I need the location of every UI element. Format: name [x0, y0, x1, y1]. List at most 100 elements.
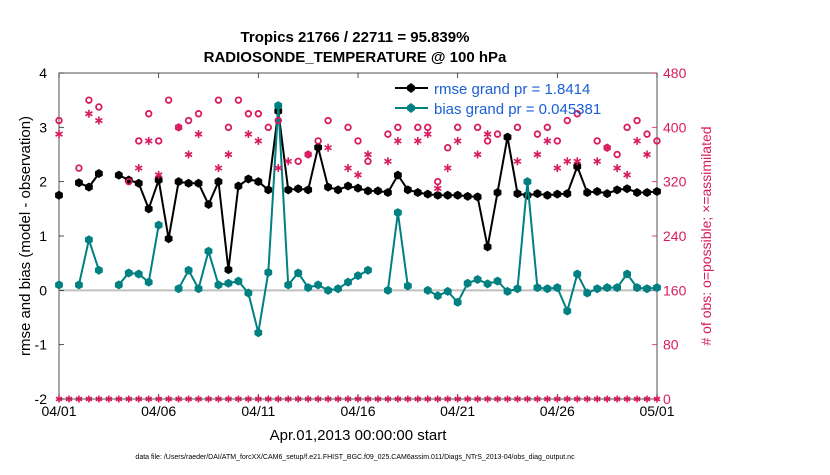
bottom-obs-marker: [145, 395, 153, 403]
bottom-obs-marker-stroke: [175, 396, 183, 402]
assimilated-point-stroke: [613, 165, 622, 171]
bottom-obs-marker-stroke: [424, 396, 432, 402]
assimilated-point: [194, 130, 203, 139]
bias-point: [513, 284, 522, 294]
assimilated-point-stroke: [194, 131, 203, 137]
bottom-obs-marker-stroke: [165, 396, 173, 402]
assimilated-point: [413, 136, 422, 145]
rmse-point: [114, 170, 123, 180]
bottom-obs-marker-stroke: [254, 396, 262, 402]
bottom-obs-marker-stroke: [294, 396, 302, 402]
y-tick-label-right: 0: [663, 391, 671, 407]
bias-point: [244, 288, 253, 298]
bottom-obs-marker-stroke: [374, 396, 382, 402]
bias-point: [184, 265, 193, 275]
bottom-obs-marker: [583, 395, 591, 403]
bottom-obs-marker: [633, 395, 641, 403]
assimilated-point-stroke: [633, 138, 641, 144]
bottom-obs-marker: [165, 395, 173, 403]
assimilated-point: [214, 164, 223, 173]
bottom-obs-marker: [344, 395, 352, 403]
possible-point: [344, 123, 352, 132]
bottom-obs-marker-stroke: [65, 396, 73, 402]
legend: rmse grand pr = 1.8414 bias grand pr = 0…: [395, 81, 601, 118]
rmse-point: [134, 178, 143, 188]
bottom-obs-marker: [494, 395, 501, 403]
bottom-obs-marker: [454, 395, 462, 403]
bias-point: [493, 276, 502, 286]
legend-bias-marker: [407, 103, 415, 113]
bottom-obs-marker-stroke: [244, 396, 252, 402]
assimilated-point-stroke: [354, 172, 362, 178]
bias-point: [224, 278, 233, 288]
assimilated-point-stroke: [154, 172, 163, 178]
assimilated-point-stroke: [413, 138, 422, 144]
assimilated-point-stroke: [443, 165, 452, 171]
bias-point: [423, 285, 432, 295]
bottom-obs-marker-stroke: [434, 396, 442, 402]
bottom-obs-marker-stroke: [543, 396, 551, 402]
rmse-point: [224, 265, 233, 275]
y-tick-label-right: 160: [663, 282, 687, 298]
bottom-obs-marker-stroke: [613, 396, 621, 402]
bias-point: [344, 277, 352, 287]
bottom-obs-marker: [95, 395, 103, 403]
possible-point: [95, 103, 103, 111]
bias-point: [114, 280, 123, 290]
rmse-point: [553, 189, 562, 199]
assimilated-point: [633, 136, 641, 145]
bottom-obs-marker: [125, 395, 133, 403]
possible-point: [513, 123, 522, 132]
possible-point: [234, 96, 243, 104]
assimilated-point-stroke: [284, 158, 293, 164]
bottom-obs-marker: [603, 395, 611, 403]
possible-point: [135, 137, 143, 145]
bottom-obs-marker: [543, 395, 551, 403]
bottom-obs-marker: [593, 395, 601, 403]
possible-point: [563, 116, 571, 125]
possible-point: [354, 137, 362, 145]
bottom-obs-marker-stroke: [404, 396, 412, 402]
bias-point: [324, 285, 332, 295]
bottom-obs-marker: [523, 395, 531, 403]
possible-point: [653, 137, 661, 145]
bottom-obs-marker: [414, 395, 422, 403]
rmse-point: [423, 189, 432, 199]
bias-point: [354, 271, 362, 281]
bias-point: [633, 283, 641, 293]
bottom-obs-marker-stroke: [145, 396, 153, 402]
bias-point: [134, 269, 143, 279]
x-tick-label: 04/26: [540, 403, 575, 419]
rmse-point: [334, 185, 342, 195]
assimilated-point: [284, 157, 293, 166]
y-tick-label-right: 80: [663, 337, 679, 353]
assimilated-point: [85, 109, 93, 118]
bottom-obs-marker: [434, 395, 442, 403]
bottom-obs-marker: [444, 395, 452, 403]
bias-point: [463, 278, 472, 288]
rmse-point: [304, 185, 313, 195]
bottom-obs-marker-stroke: [593, 396, 601, 402]
bottom-obs-marker-stroke: [155, 396, 163, 402]
y-tick-label-left: 1: [39, 228, 47, 244]
assimilated-point-stroke: [324, 145, 332, 151]
x-tick-label: 04/06: [141, 403, 176, 419]
rmse-point: [633, 188, 641, 198]
rmse-point: [384, 188, 392, 198]
bias-point: [334, 284, 342, 294]
bottom-obs-marker-stroke: [195, 396, 202, 402]
possible-point: [394, 123, 402, 132]
possible-point: [633, 116, 641, 125]
possible-point: [444, 144, 452, 152]
assimilated-point-stroke: [244, 131, 253, 137]
bias-point: [304, 283, 313, 293]
bottom-obs-marker: [474, 395, 482, 403]
y-axis-label-left: rmse and bias (model - observation): [17, 116, 34, 356]
bias-point: [144, 277, 153, 287]
bias-point: [364, 265, 372, 275]
possible-point: [473, 123, 482, 132]
rmse-point: [393, 170, 402, 180]
possible-point: [414, 123, 422, 132]
assimilated-point: [603, 143, 612, 152]
